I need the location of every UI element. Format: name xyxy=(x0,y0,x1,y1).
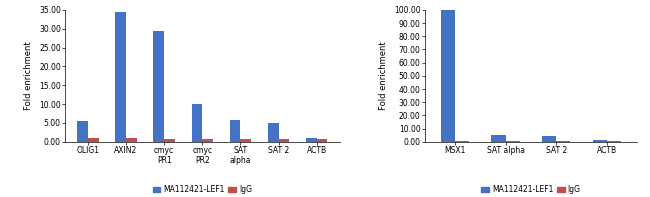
Bar xyxy=(317,139,328,142)
Bar xyxy=(240,139,251,142)
Legend: MA112421-LEF1, IgG: MA112421-LEF1, IgG xyxy=(153,185,252,194)
Bar xyxy=(153,31,164,142)
Bar xyxy=(192,104,202,142)
Bar xyxy=(455,141,469,142)
Bar xyxy=(542,136,556,142)
Bar xyxy=(88,138,99,142)
Y-axis label: Fold enrichment: Fold enrichment xyxy=(380,42,389,110)
Bar xyxy=(506,141,520,142)
Bar xyxy=(606,141,621,142)
Bar xyxy=(491,135,506,142)
Bar xyxy=(164,139,175,142)
Bar xyxy=(202,139,213,142)
Bar xyxy=(441,10,455,142)
Legend: MA112421-LEF1, IgG: MA112421-LEF1, IgG xyxy=(481,185,580,194)
Bar xyxy=(77,122,88,142)
Bar xyxy=(556,141,570,142)
Y-axis label: Fold enrichment: Fold enrichment xyxy=(25,42,33,110)
Bar xyxy=(115,12,126,142)
Bar xyxy=(268,123,279,142)
Bar xyxy=(593,140,606,142)
Bar xyxy=(306,138,317,142)
Bar xyxy=(126,138,136,142)
Bar xyxy=(229,120,240,142)
Bar xyxy=(279,139,289,142)
